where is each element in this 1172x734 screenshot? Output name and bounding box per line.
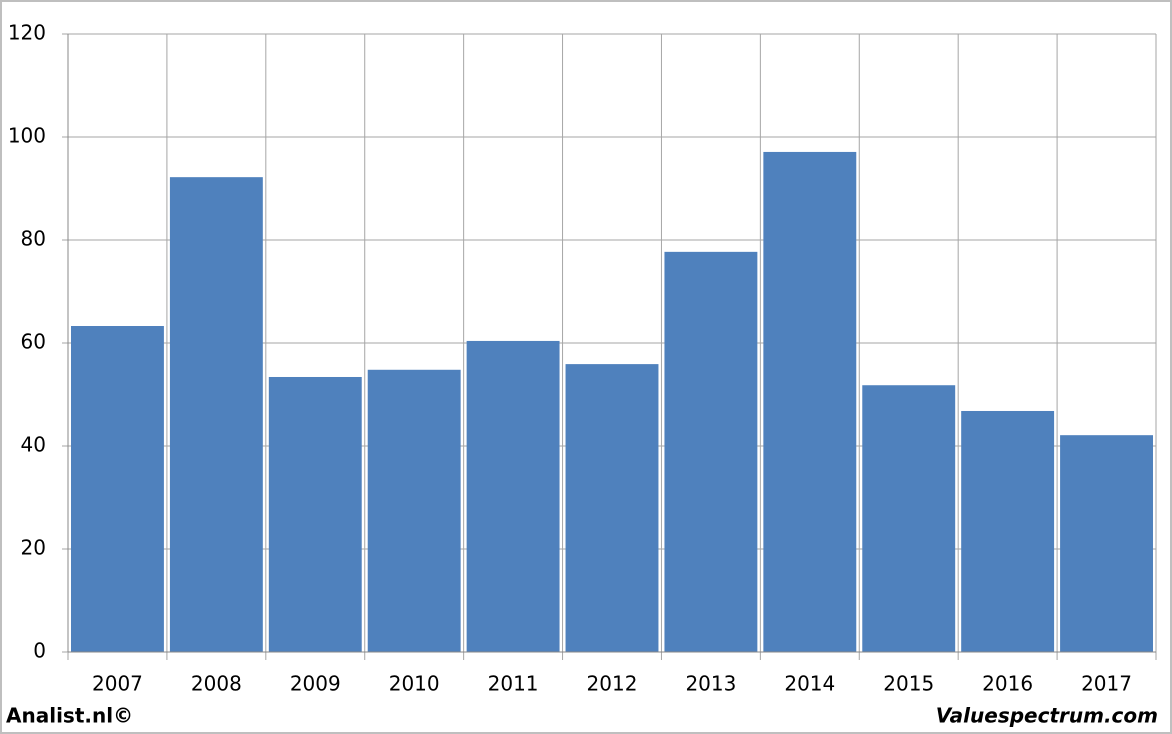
bar: [169, 177, 263, 653]
bar: [763, 151, 857, 652]
bar: [1060, 435, 1153, 652]
y-tick-label: 20: [21, 536, 46, 560]
bar: [565, 364, 659, 652]
bar: [367, 369, 461, 652]
x-tick-label: 2011: [488, 672, 539, 696]
bar: [466, 340, 560, 652]
bar: [71, 326, 164, 652]
x-tick-label: 2010: [389, 672, 440, 696]
x-tick-label: 2007: [92, 672, 143, 696]
x-tick-label: 2009: [290, 672, 341, 696]
x-tick-label: 2015: [883, 672, 934, 696]
y-tick-label: 100: [8, 124, 46, 148]
footer-right: Valuespectrum.com: [936, 704, 1158, 728]
x-tick-label: 2012: [587, 672, 638, 696]
x-tick-label: 2014: [784, 672, 835, 696]
y-tick-label: 40: [21, 433, 46, 457]
footer-left: Analist.nl©: [6, 704, 133, 728]
bar: [961, 410, 1055, 652]
y-tick-label: 120: [8, 21, 46, 45]
bar: [664, 251, 758, 652]
x-tick-label: 2017: [1081, 672, 1132, 696]
bar: [862, 385, 956, 652]
y-tick-label: 0: [33, 639, 46, 663]
x-tick-label: 2013: [685, 672, 736, 696]
bar: [268, 376, 362, 652]
y-tick-label: 80: [21, 227, 46, 251]
y-tick-label: 60: [21, 330, 46, 354]
x-tick-label: 2016: [982, 672, 1033, 696]
x-tick-label: 2008: [191, 672, 242, 696]
